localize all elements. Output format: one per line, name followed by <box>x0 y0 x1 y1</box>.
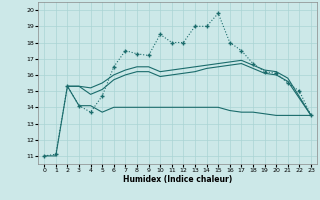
X-axis label: Humidex (Indice chaleur): Humidex (Indice chaleur) <box>123 175 232 184</box>
